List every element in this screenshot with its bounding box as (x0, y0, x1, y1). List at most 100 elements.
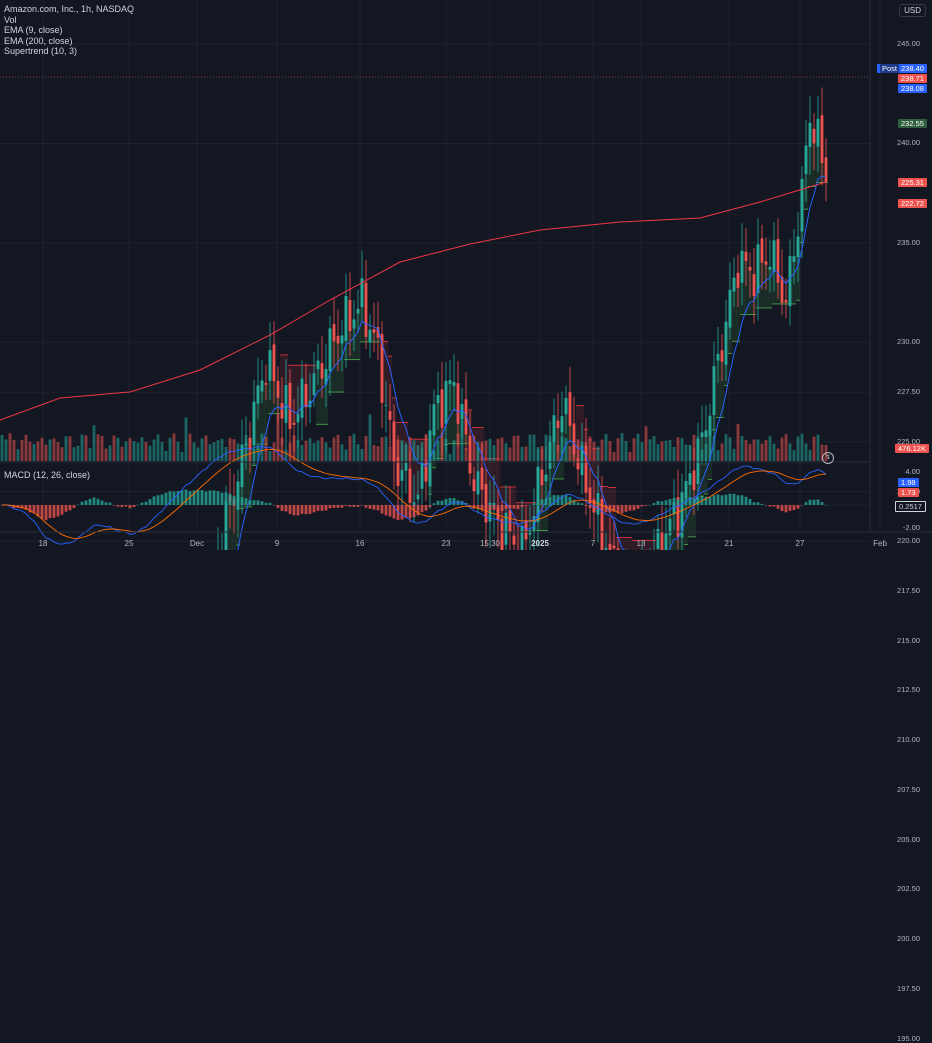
price-chart[interactable] (0, 0, 932, 550)
macd-histogram-bar (704, 496, 708, 505)
macd-histogram-bar (568, 496, 572, 505)
volume-bar (716, 450, 720, 461)
ema200-indicator-label[interactable]: EMA (200, close) (4, 35, 73, 46)
macd-histogram-bar (584, 505, 588, 507)
volume-bar (740, 436, 744, 461)
volume-bar (316, 440, 320, 461)
volume-bar (516, 435, 520, 461)
candle-body (340, 335, 344, 344)
volume-bar (464, 448, 468, 461)
volume-bar (236, 443, 240, 461)
price-axis-label: 210.00 (897, 735, 920, 745)
candle-body (724, 321, 728, 365)
volume-bar (760, 443, 764, 461)
volume-bar (804, 443, 808, 461)
candle-body (736, 272, 740, 288)
macd-histogram-bar (656, 500, 660, 505)
supertrend-fill-up (732, 277, 737, 342)
supertrend-fill-down (620, 537, 625, 550)
macd-histogram-bar (400, 505, 404, 520)
volume-bar (32, 443, 36, 461)
candle-body (656, 528, 660, 549)
candle-body (780, 276, 784, 304)
candle-body (548, 442, 552, 469)
volume-bar (112, 435, 116, 461)
supertrend-fill-down (644, 540, 649, 550)
volume-bar (448, 453, 452, 461)
volume-bar (748, 443, 752, 461)
macd-histogram-bar (376, 505, 380, 511)
volume-bar (452, 440, 456, 461)
macd-histogram-bar (212, 490, 216, 505)
macd-histogram-bar (796, 505, 800, 509)
price-axis-label: 225.00 (897, 436, 920, 446)
symbol-title[interactable]: Amazon.com, Inc., 1h, NASDAQ (4, 4, 135, 14)
volume-bar (88, 447, 92, 461)
replay-icon[interactable]: ↯ (822, 452, 834, 464)
volume-bar (816, 434, 820, 461)
volume-bar (684, 444, 688, 461)
candle-body (276, 380, 280, 398)
volume-bar (712, 436, 716, 461)
macd-histogram-bar (28, 505, 32, 513)
volume-bar (36, 441, 40, 461)
volume-bar (348, 436, 352, 461)
supertrend-fill-down (384, 341, 389, 406)
macd-indicator-label[interactable]: MACD (12, 26, close) (4, 470, 91, 480)
volume-bar (676, 437, 680, 461)
candle-body (776, 239, 780, 283)
macd-histogram-bar (228, 493, 232, 505)
volume-bar (620, 433, 624, 461)
macd-histogram-bar (380, 505, 384, 514)
candle-body (600, 498, 604, 550)
volume-bar (368, 414, 372, 461)
macd-histogram-bar (332, 505, 336, 508)
macd-histogram-bar (184, 489, 188, 505)
macd-histogram-bar (296, 505, 300, 516)
time-axis-label: 21 (724, 539, 734, 548)
macd-histogram-bar (616, 505, 620, 514)
candle-body (272, 344, 276, 382)
macd-histogram-bar (612, 505, 616, 512)
candle-body (468, 435, 472, 474)
volume-bar (12, 439, 16, 461)
volume-bar (280, 437, 284, 461)
candle-body (308, 400, 312, 408)
price-axis-label: 215.00 (897, 635, 920, 645)
volume-bar (568, 446, 572, 461)
volume-bar (64, 436, 68, 461)
time-axis-label: 15:30 (479, 539, 501, 548)
supertrend-fill-up (720, 361, 725, 418)
candle-body (604, 548, 608, 550)
macd-histogram-bar (708, 496, 712, 505)
volume-bar (720, 443, 724, 461)
volume-bar (680, 438, 684, 461)
volume-indicator-label[interactable]: Vol (4, 14, 17, 25)
macd-histogram-bar (664, 500, 668, 505)
volume-bar (376, 446, 380, 461)
price-axis-label: 200.00 (897, 934, 920, 944)
currency-button[interactable]: USD (899, 4, 926, 17)
candle-body (740, 250, 744, 283)
volume-bar (320, 437, 324, 461)
macd-histogram-bar (516, 505, 520, 509)
ema9-indicator-label[interactable]: EMA (9, close) (4, 25, 63, 35)
time-axis-label: 25 (124, 539, 134, 548)
macd-histogram-bar (284, 505, 288, 512)
macd-histogram-bar (324, 505, 328, 511)
macd-histogram-bar (468, 505, 472, 507)
macd-histogram-bar (92, 497, 96, 505)
volume-bar (784, 434, 788, 461)
candle-body (668, 518, 672, 536)
macd-histogram-bar (548, 496, 552, 505)
macd-histogram-bar (108, 502, 112, 505)
candle-body (496, 507, 500, 520)
macd-histogram-bar (240, 497, 244, 505)
supertrend-indicator-label[interactable]: Supertrend (10, 3) (4, 46, 78, 56)
supertrend-fill-up (448, 380, 453, 444)
macd-histogram-bar (164, 492, 168, 505)
price-axis-label: 227.50 (897, 387, 920, 397)
candle-body (572, 423, 576, 455)
candle-body (320, 362, 324, 379)
candle-body (532, 516, 536, 532)
